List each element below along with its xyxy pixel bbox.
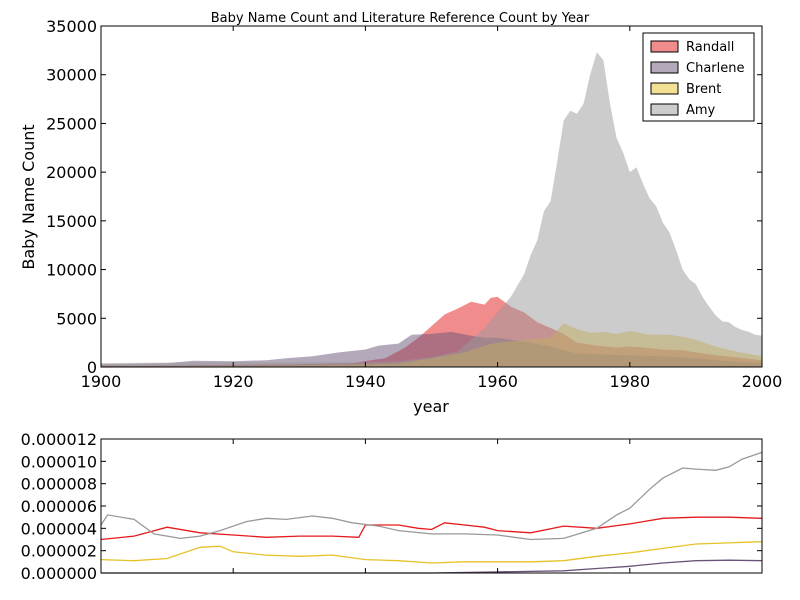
legend-swatch-randall <box>650 40 679 53</box>
area-series-amy <box>101 52 762 368</box>
legend-label-charlene: Charlene <box>686 61 744 76</box>
top-x-tick-label: 1980 <box>609 372 650 391</box>
legend-label-amy: Amy <box>686 103 716 118</box>
x-axis-label: year <box>413 397 449 416</box>
top-y-axis: 0 5000 10000 15000 20000 25000 30000 35000 <box>46 17 762 377</box>
top-x-tick-label: 1920 <box>213 372 254 391</box>
bottom-series-layer <box>100 451 763 574</box>
bottom-y-tick-label: 0.000006 <box>21 497 97 516</box>
top-y-tick-label: 0 <box>87 358 97 377</box>
line-series-randall <box>100 516 763 541</box>
bottom-y-tick-label: 0.000012 <box>21 430 97 449</box>
top-series-layer <box>101 52 762 368</box>
top-y-tick-label: 20000 <box>46 163 97 182</box>
top-x-tick-label: 1960 <box>477 372 518 391</box>
top-y-tick-label: 10000 <box>46 261 97 280</box>
legend-swatch-charlene <box>650 61 679 74</box>
legend: Randall Charlene Brent Amy <box>642 32 755 122</box>
top-y-tick-label: 25000 <box>46 114 97 133</box>
legend-swatch-brent <box>650 82 679 95</box>
top-x-tick-label: 2000 <box>742 372 783 391</box>
bottom-y-axis: 0.000000 0.000002 0.000004 0.000006 0.000008… <box>21 430 762 583</box>
chart-title: Baby Name Count and Literature Reference… <box>211 11 590 26</box>
legend-label-brent: Brent <box>686 82 721 97</box>
line-series-amy <box>100 451 763 541</box>
bottom-plot-frame <box>100 438 763 574</box>
top-y-tick-label: 15000 <box>46 212 97 231</box>
y-axis-label: Baby Name Count <box>19 124 38 269</box>
legend-swatch-amy <box>650 103 679 116</box>
top-y-tick-label: 30000 <box>46 66 97 85</box>
bottom-y-tick-label: 0.000002 <box>21 542 97 561</box>
top-plot-frame <box>100 25 763 368</box>
bottom-y-tick-label: 0.000010 <box>21 452 97 471</box>
top-x-tick-label: 1940 <box>345 372 386 391</box>
bottom-y-tick-label: 0.000008 <box>21 475 97 494</box>
bottom-plot: 0.000000 0.000002 0.000004 0.000006 0.000008… <box>21 430 763 583</box>
top-y-tick-label: 35000 <box>46 17 97 36</box>
top-x-tick-label: 1900 <box>81 372 122 391</box>
line-series-charlene <box>101 559 763 574</box>
bottom-y-tick-label: 0.000000 <box>21 564 97 583</box>
bottom-y-tick-label: 0.000004 <box>21 519 97 538</box>
bottom-x-axis <box>100 439 763 573</box>
top-y-tick-label: 5000 <box>56 309 97 328</box>
legend-label-randall: Randall <box>686 40 734 55</box>
line-series-brent <box>100 541 763 564</box>
top-x-axis: 1900 1920 1940 1960 1980 2000 <box>81 26 783 391</box>
top-plot: 0 5000 10000 15000 20000 25000 30000 35000 1900… <box>19 17 782 416</box>
